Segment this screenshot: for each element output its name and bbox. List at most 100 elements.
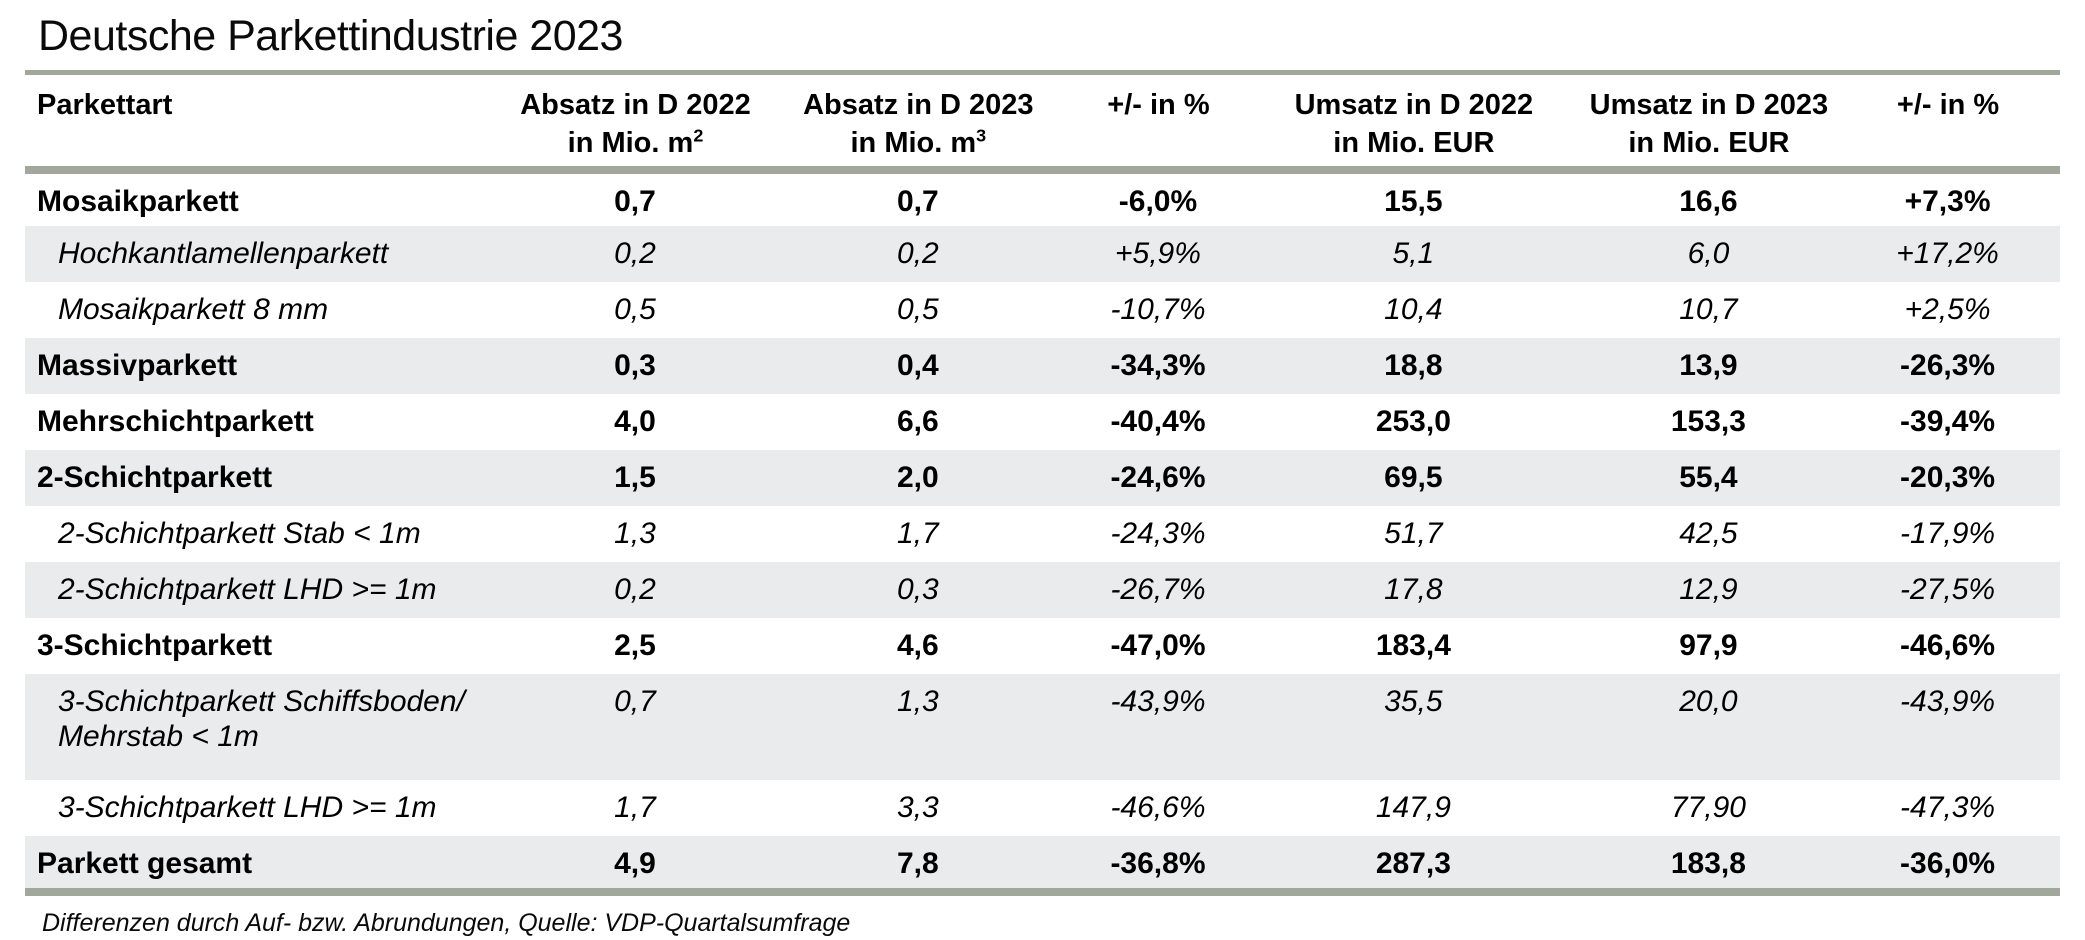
row-label: 3-Schichtparkett <box>37 628 273 662</box>
table-row-mosaikparkett: Mosaikparkett 0,7 0,7 -6,0% 15,5 16,6 +7… <box>25 170 2060 226</box>
value-cell: 253,0 <box>1375 404 1451 438</box>
value-cell: 1,7 <box>614 790 656 824</box>
value-cell: -43,9% <box>1110 684 1206 718</box>
value-cell: -20,3% <box>1900 460 1996 494</box>
value-cell: 183,8 <box>1581 835 1837 896</box>
row-label-cell: Mehrschichtparkett <box>25 394 505 450</box>
column-header-label: Absatz in D 2022 <box>520 89 751 122</box>
row-label-line2: Mehrstab < 1m <box>58 719 259 753</box>
value-cell: 0,2 <box>896 236 939 270</box>
value-cell: 287,3 <box>1245 835 1582 896</box>
table-row-massivparkett: Massivparkett 0,3 0,4 -34,3% 18,8 13,9 -… <box>25 337 2060 394</box>
value-cell: 69,5 <box>1384 460 1443 494</box>
value-cell: -36,8% <box>1070 835 1246 896</box>
row-label-cell: Hochkantlamellenparkett <box>25 226 505 282</box>
value-cell: 4,9 <box>505 835 766 896</box>
page-title: Deutsche Parkettindustrie 2023 <box>38 12 623 60</box>
value-cell: 0,7 <box>896 184 939 218</box>
value-cell: 2,5 <box>614 628 656 662</box>
value-cell: 12,9 <box>1679 572 1738 606</box>
row-label-cell: 2-Schichtparkett LHD >= 1m <box>25 562 505 618</box>
row-label-cell: 3-Schichtparkett LHD >= 1m <box>25 780 505 836</box>
row-label-cell: 3-Schichtparkett Schiffsboden/Mehrstab <… <box>25 674 505 780</box>
column-header-umsatz-2023: Umsatz in D 2023 in Mio. EUR <box>1581 70 1837 174</box>
value-cell: 16,6 <box>1679 184 1738 218</box>
row-label: Parkett gesamt <box>37 846 253 880</box>
value-cell: 2,0 <box>896 460 939 494</box>
value-cell: 42,5 <box>1679 516 1738 550</box>
table-body: Mosaikparkett 0,7 0,7 -6,0% 15,5 16,6 +7… <box>25 170 2060 896</box>
column-header-parkettart: Parkettart <box>25 70 506 174</box>
value-cell: 10,4 <box>1384 292 1443 326</box>
unit-text: in Mio. EUR <box>1628 127 1790 160</box>
table-header: Parkettart Absatz in D 2022 in Mio. m2 A… <box>25 70 2060 174</box>
row-label: Mosaikparkett 8 mm <box>58 292 329 326</box>
table-container: Parkettart Absatz in D 2022 in Mio. m2 A… <box>25 70 2060 896</box>
row-label: 3-Schichtparkett LHD >= 1m <box>58 790 437 824</box>
value-cell: 18,8 <box>1384 348 1443 382</box>
unit-text: in Mio. EUR <box>1333 127 1495 160</box>
value-cell: -36,0% <box>1836 835 2060 896</box>
value-cell: 15,5 <box>1384 184 1443 218</box>
table-row-3-schichtparkett-lhd: 3-Schichtparkett LHD >= 1m 1,7 3,3 -46,6… <box>25 780 2060 836</box>
column-header-label: +/- in % <box>1107 89 1210 122</box>
value-cell: -6,0% <box>1118 184 1198 218</box>
unit-superscript: 3 <box>976 125 987 146</box>
value-cell: 0,7 <box>614 684 656 718</box>
value-cell: 51,7 <box>1384 516 1443 550</box>
value-cell: 6,0 <box>1687 236 1730 270</box>
value-cell: -10,7% <box>1110 292 1206 326</box>
column-header-unit: in Mio. m3 <box>766 124 1071 162</box>
row-label: Mosaikparkett <box>37 184 239 218</box>
column-header-label: Absatz in D 2023 <box>803 89 1034 122</box>
table-row-2-schichtparkett-stab: 2-Schichtparkett Stab < 1m 1,3 1,7 -24,3… <box>25 506 2060 562</box>
column-header-umsatz-2022: Umsatz in D 2022 in Mio. EUR <box>1245 70 1582 174</box>
value-cell: -26,3% <box>1900 348 1996 382</box>
value-cell: 97,9 <box>1679 628 1738 662</box>
value-cell: 7,8 <box>765 835 1071 896</box>
source-footnote: Differenzen durch Auf- bzw. Abrundungen,… <box>42 908 851 937</box>
value-cell: 55,4 <box>1679 460 1738 494</box>
table-row-hochkantlamellenparkett: Hochkantlamellenparkett 0,2 0,2 +5,9% 5,… <box>25 225 2060 282</box>
column-header-unit: in Mio. m2 <box>505 124 765 162</box>
value-cell: 0,5 <box>614 292 656 326</box>
unit-text: in Mio. m <box>567 127 694 160</box>
table-row-3-schichtparkett-schiffsboden: 3-Schichtparkett Schiffsboden/Mehrstab <… <box>25 673 2060 780</box>
unit-text: in Mio. m <box>850 127 977 160</box>
row-label-cell: Mosaikparkett <box>25 170 505 226</box>
value-cell: 1,7 <box>896 516 939 550</box>
value-cell: -24,6% <box>1110 460 1206 494</box>
value-cell: 10,7 <box>1679 292 1738 326</box>
value-cell: 5,1 <box>1392 236 1435 270</box>
value-cell: 183,4 <box>1375 628 1451 662</box>
value-cell: 0,2 <box>614 572 656 606</box>
value-cell: 20,0 <box>1679 684 1738 718</box>
column-header-label: +/- in % <box>1896 89 2000 122</box>
value-cell: 4,6 <box>896 628 939 662</box>
value-cell: +17,2% <box>1896 236 1999 270</box>
header-row: Parkettart Absatz in D 2022 in Mio. m2 A… <box>25 70 2060 174</box>
column-header-unit: in Mio. EUR <box>1246 124 1582 162</box>
row-label-cell: 2-Schichtparkett Stab < 1m <box>25 506 505 562</box>
value-cell: -43,9% <box>1900 684 1996 718</box>
table-row-2-schichtparkett: 2-Schichtparkett 1,5 2,0 -24,6% 69,5 55,… <box>25 449 2060 506</box>
value-cell: -17,9% <box>1900 516 1996 550</box>
row-label: 2-Schichtparkett <box>37 460 273 494</box>
value-cell: 77,90 <box>1670 790 1746 824</box>
row-label: 2-Schichtparkett Stab < 1m <box>58 516 421 550</box>
value-cell: 1,5 <box>614 460 656 494</box>
value-cell: -26,7% <box>1110 572 1206 606</box>
row-label-cell: 3-Schichtparkett <box>25 618 505 674</box>
column-header-label: Parkettart <box>37 89 173 122</box>
value-cell: -34,3% <box>1110 348 1206 382</box>
value-cell: 1,3 <box>614 516 656 550</box>
row-label: 2-Schichtparkett LHD >= 1m <box>58 572 437 606</box>
value-cell: 0,3 <box>614 348 656 382</box>
column-header-change-absatz: +/- in % <box>1070 70 1246 174</box>
row-label-cell: Massivparkett <box>25 338 505 394</box>
value-cell: 35,5 <box>1384 684 1443 718</box>
row-label: Massivparkett <box>37 348 238 382</box>
value-cell: 0,7 <box>614 184 656 218</box>
value-cell: 3,3 <box>896 790 939 824</box>
